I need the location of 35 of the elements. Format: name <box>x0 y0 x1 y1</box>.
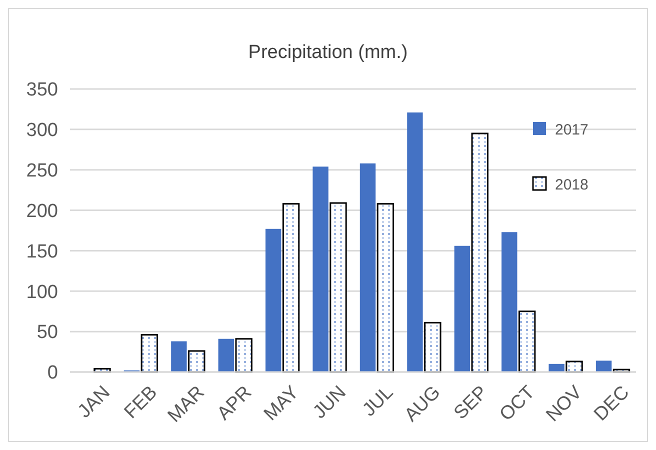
bar <box>235 338 252 373</box>
bar <box>140 334 158 373</box>
bar <box>265 228 282 372</box>
bar <box>171 341 187 372</box>
x-tick-label: JUL <box>358 382 398 421</box>
bar <box>282 203 300 373</box>
bar <box>566 360 583 373</box>
bar <box>312 166 328 372</box>
y-tick-label: 200 <box>26 200 58 222</box>
y-tick-label: 150 <box>26 241 58 262</box>
bar <box>376 203 394 373</box>
bar <box>596 360 612 372</box>
bar <box>360 163 376 372</box>
y-tick-label: 0 <box>47 362 58 384</box>
bar <box>407 112 423 372</box>
y-tick-label: 350 <box>26 80 58 101</box>
bar <box>518 310 536 373</box>
bar <box>218 338 234 372</box>
x-tick-label: FEB <box>120 382 162 424</box>
y-tick-label: 250 <box>26 160 58 182</box>
bar <box>188 350 206 373</box>
y-tick-label: 100 <box>26 282 58 303</box>
bar <box>471 132 488 373</box>
y-tick-label: 50 <box>36 322 58 344</box>
bar <box>330 202 347 373</box>
x-tick-label: SEP <box>450 382 492 424</box>
chart-title: Precipitation (mm.) <box>248 42 408 63</box>
legend-label: 2017 <box>555 121 588 138</box>
legend-label: 2018 <box>555 176 588 194</box>
x-tick-label: JAN <box>74 382 114 422</box>
bar <box>454 246 470 372</box>
y-tick-label: 300 <box>26 120 58 142</box>
bar <box>424 322 442 373</box>
bar <box>548 364 564 372</box>
bar <box>502 232 518 372</box>
